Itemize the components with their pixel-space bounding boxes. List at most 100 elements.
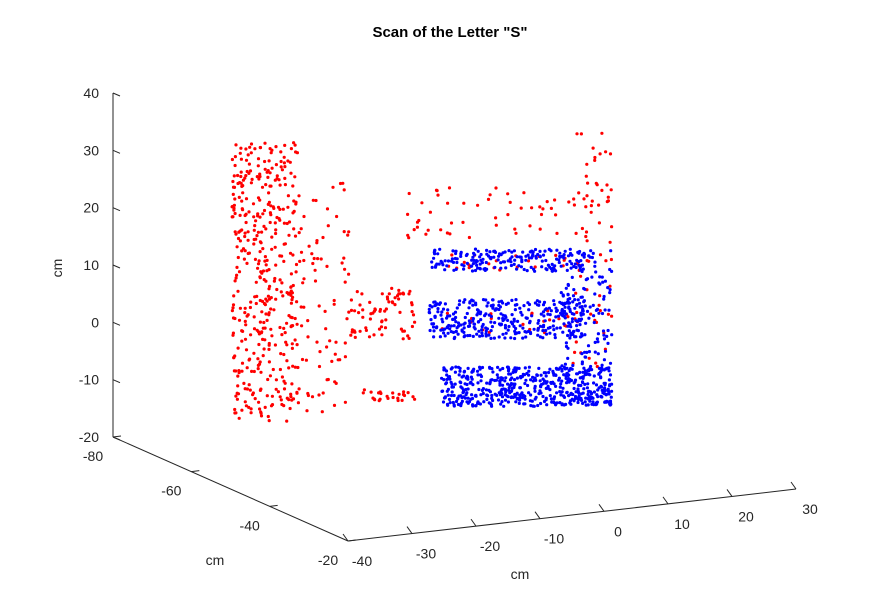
point-blue xyxy=(532,327,536,331)
point-red xyxy=(236,255,240,260)
point-red xyxy=(338,181,343,186)
point-red xyxy=(293,234,298,238)
point-blue xyxy=(610,269,614,273)
point-blue xyxy=(558,401,562,405)
point-blue xyxy=(431,322,436,326)
point-red xyxy=(487,262,491,266)
point-blue xyxy=(471,303,475,307)
point-red xyxy=(557,317,561,321)
point-blue xyxy=(569,325,573,329)
point-red xyxy=(234,276,238,280)
point-blue xyxy=(500,400,504,404)
point-blue xyxy=(445,373,449,377)
point-blue xyxy=(580,352,584,356)
point-blue xyxy=(510,389,514,393)
point-blue xyxy=(559,382,563,386)
point-red xyxy=(273,276,277,281)
point-blue xyxy=(599,394,603,398)
point-blue xyxy=(452,324,456,328)
point-blue xyxy=(587,316,591,320)
point-red xyxy=(593,155,597,160)
point-red xyxy=(506,192,510,196)
point-red xyxy=(267,419,271,423)
point-blue xyxy=(456,402,460,407)
point-red xyxy=(306,335,310,339)
point-blue xyxy=(451,260,456,264)
point-red xyxy=(595,183,599,187)
point-red xyxy=(292,141,296,145)
point-red xyxy=(606,312,611,316)
point-red xyxy=(288,160,292,164)
point-red xyxy=(261,269,266,273)
point-red xyxy=(293,338,297,342)
point-blue xyxy=(431,325,436,329)
point-red xyxy=(462,201,466,205)
point-blue xyxy=(532,267,536,271)
tick-marks xyxy=(112,92,797,542)
point-red xyxy=(259,410,263,414)
point-blue xyxy=(486,394,490,398)
point-blue xyxy=(606,328,610,333)
point-red xyxy=(289,301,293,305)
point-blue xyxy=(520,313,524,317)
point-blue xyxy=(450,382,454,386)
point-red xyxy=(294,202,298,206)
point-blue xyxy=(455,306,459,310)
point-red xyxy=(279,150,283,154)
point-blue xyxy=(529,331,533,336)
point-blue xyxy=(457,394,461,398)
point-blue xyxy=(445,264,449,268)
point-blue xyxy=(552,395,557,399)
point-red xyxy=(415,225,419,229)
point-blue xyxy=(597,366,602,370)
point-blue xyxy=(471,383,475,387)
point-red xyxy=(290,342,294,346)
point-red xyxy=(604,150,608,154)
point-blue xyxy=(433,300,437,304)
point-blue xyxy=(574,265,578,270)
point-blue xyxy=(496,398,501,402)
point-red xyxy=(267,287,271,291)
point-blue xyxy=(568,401,572,405)
point-red xyxy=(231,306,235,310)
point-red xyxy=(324,327,328,331)
point-blue xyxy=(527,369,531,373)
point-blue xyxy=(494,378,498,382)
point-blue xyxy=(500,391,504,396)
point-blue xyxy=(548,388,552,392)
point-red xyxy=(291,253,295,257)
point-red xyxy=(306,391,310,396)
point-red xyxy=(256,230,260,234)
point-red xyxy=(264,263,268,267)
point-red xyxy=(252,242,256,246)
point-blue xyxy=(529,393,533,397)
point-blue xyxy=(588,399,592,403)
x-tick xyxy=(726,489,733,497)
point-red xyxy=(249,300,253,304)
point-red xyxy=(240,339,244,343)
point-blue xyxy=(448,401,452,405)
point-blue xyxy=(555,391,559,395)
point-blue xyxy=(489,329,493,333)
point-red xyxy=(278,395,282,399)
point-blue xyxy=(503,326,508,330)
point-blue xyxy=(484,329,488,333)
point-blue xyxy=(517,401,521,405)
point-blue xyxy=(579,398,584,402)
point-red xyxy=(306,319,310,323)
point-red xyxy=(538,205,542,209)
point-red xyxy=(358,303,362,307)
point-blue xyxy=(581,370,585,374)
point-red xyxy=(240,249,244,253)
point-red xyxy=(597,221,602,225)
point-blue xyxy=(506,382,510,386)
point-blue xyxy=(597,311,601,315)
point-red xyxy=(257,400,261,404)
point-blue xyxy=(573,262,578,266)
point-red xyxy=(271,367,275,372)
point-red xyxy=(258,198,262,202)
point-blue xyxy=(500,395,505,399)
point-blue xyxy=(579,311,583,315)
point-red xyxy=(260,299,265,303)
point-blue xyxy=(468,301,472,305)
